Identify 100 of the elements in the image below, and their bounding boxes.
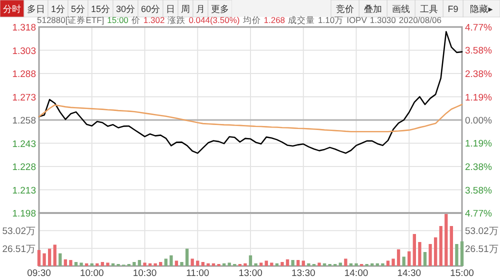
bar — [423, 252, 427, 266]
x-tick-label: 15:00 — [450, 268, 474, 278]
text: 周 — [181, 4, 190, 14]
x-tick-label: 13:00 — [238, 268, 262, 278]
text: 512880[证券ETF] — [37, 15, 104, 25]
bar — [185, 248, 189, 266]
text: 分时 — [3, 4, 21, 14]
x-tick-label: 09:30 — [27, 268, 51, 278]
bar — [392, 258, 395, 266]
y-tick-label: 1.213 — [12, 185, 36, 196]
bar — [74, 262, 78, 266]
bar — [439, 226, 442, 266]
bar — [396, 249, 400, 266]
y2-tick-label: 1.19% — [465, 92, 492, 104]
bar — [132, 262, 136, 266]
y2-tick-label: 26.51万 — [465, 244, 499, 255]
text: 多日 — [27, 4, 45, 14]
bar — [434, 237, 438, 266]
x-tick-label: 11:00 — [186, 268, 210, 278]
bar — [291, 260, 294, 266]
bar — [270, 262, 274, 266]
bar — [196, 260, 200, 266]
x-tick-label: 14:30 — [397, 268, 422, 278]
y-tick-label: 1.288 — [12, 69, 36, 80]
bar — [259, 262, 263, 266]
bar — [80, 262, 83, 266]
bar — [69, 260, 72, 266]
bar — [418, 242, 422, 266]
y2-tick-label: 53.02万 — [465, 226, 499, 238]
text: 工具 — [420, 4, 438, 14]
text: 1.268 — [264, 15, 286, 25]
x-tick-label: 10:30 — [132, 268, 157, 278]
text: 更多 — [211, 4, 229, 14]
bar — [254, 263, 258, 266]
bar — [201, 262, 204, 266]
bar — [318, 262, 321, 266]
y-tick-label: 1.198 — [12, 208, 36, 220]
bar — [154, 263, 157, 266]
text: 2020/08/06 — [398, 15, 442, 25]
bar — [170, 255, 173, 266]
bar — [174, 260, 178, 266]
text: IOPV — [346, 15, 368, 25]
bar — [106, 262, 110, 266]
x-tick-label: 10:00 — [80, 268, 104, 278]
line-series — [38, 31, 463, 154]
y-tick-label: 1.258 — [12, 116, 36, 126]
y-tick-label: 53.02万 — [2, 226, 36, 238]
bar — [455, 244, 458, 266]
bar — [450, 226, 454, 266]
bar — [381, 263, 384, 266]
bar — [42, 253, 46, 266]
y2-tick-label: 0.00% — [465, 116, 492, 126]
line-series — [38, 104, 463, 132]
bar — [408, 251, 411, 266]
y-tick-label: 1.318 — [12, 22, 36, 34]
bar — [286, 259, 290, 266]
bar — [159, 262, 162, 266]
y2-tick-label: 2.38% — [465, 69, 492, 80]
text: 1.302 — [143, 15, 165, 25]
y-tick-label: 1.228 — [12, 162, 36, 173]
text: 隐藏▸ — [470, 4, 494, 14]
bar — [190, 258, 194, 266]
bar — [412, 234, 416, 266]
bar — [143, 262, 146, 266]
x-tick-label: 14:00 — [344, 268, 368, 278]
bar — [338, 262, 342, 266]
text: 画线 — [392, 4, 410, 14]
text: 日 — [166, 4, 175, 14]
y2-tick-label: 4.77% — [465, 22, 492, 34]
bar — [386, 260, 390, 266]
text: 1.3030 — [370, 15, 396, 25]
text: 涨跌 — [168, 15, 186, 25]
bar — [53, 244, 56, 266]
y-tick-label: 1.303 — [12, 46, 36, 57]
text: 1分 — [50, 4, 66, 14]
bar — [444, 214, 448, 266]
bar — [280, 262, 284, 266]
bar — [402, 256, 406, 266]
y2-tick-label: 4.77% — [465, 208, 492, 220]
bar — [37, 250, 41, 266]
bar — [460, 241, 464, 266]
bar — [228, 262, 231, 266]
bar — [64, 259, 68, 266]
text: 竞价 — [336, 4, 354, 14]
text: 成交量 — [288, 15, 316, 25]
text: 月 — [196, 4, 205, 14]
text: 30分 — [116, 4, 136, 14]
bar — [344, 258, 348, 266]
text: 1.10万 — [318, 15, 344, 25]
text: 60分 — [140, 4, 160, 14]
bar — [296, 260, 300, 266]
y-tick-label: 1.273 — [12, 92, 36, 104]
bar — [180, 262, 184, 266]
text: 15:00 — [107, 15, 129, 25]
text: 0.044(3.50%) — [188, 15, 240, 25]
bar — [354, 263, 358, 266]
text: 价 — [130, 15, 140, 25]
bar — [248, 255, 252, 266]
text: 均价 — [242, 15, 261, 25]
y2-tick-label: 3.58% — [465, 185, 492, 196]
